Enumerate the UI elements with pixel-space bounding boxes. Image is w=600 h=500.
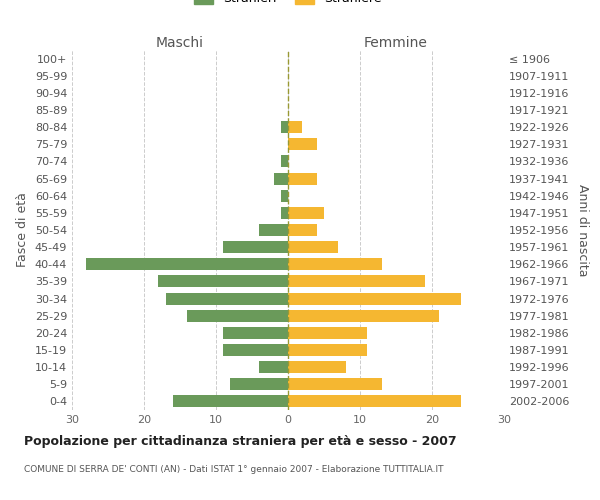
Text: COMUNE DI SERRA DE' CONTI (AN) - Dati ISTAT 1° gennaio 2007 - Elaborazione TUTTI: COMUNE DI SERRA DE' CONTI (AN) - Dati IS… [24,465,443,474]
Bar [173,396,288,407]
Bar [288,172,317,184]
Bar [288,241,338,253]
Text: Femmine: Femmine [364,36,428,50]
Bar [288,327,367,339]
Text: Popolazione per cittadinanza straniera per età e sesso - 2007: Popolazione per cittadinanza straniera p… [24,435,457,448]
Bar [259,361,288,373]
Bar [288,344,367,356]
Bar [223,327,288,339]
Text: Maschi: Maschi [156,36,204,50]
Bar [187,310,288,322]
Bar [288,258,382,270]
Bar [86,258,288,270]
Bar [281,207,288,219]
Bar [223,344,288,356]
Bar [281,121,288,133]
Bar [288,292,461,304]
Y-axis label: Fasce di età: Fasce di età [16,192,29,268]
Bar [288,224,317,236]
Bar [223,241,288,253]
Bar [288,396,461,407]
Bar [288,138,317,150]
Bar [288,121,302,133]
Bar [281,156,288,168]
Bar [288,378,382,390]
Bar [158,276,288,287]
Bar [288,207,324,219]
Bar [230,378,288,390]
Bar [288,310,439,322]
Bar [281,190,288,202]
Bar [166,292,288,304]
Legend: Stranieri, Straniere: Stranieri, Straniere [192,0,384,8]
Y-axis label: Anni di nascita: Anni di nascita [576,184,589,276]
Bar [274,172,288,184]
Bar [288,361,346,373]
Bar [288,276,425,287]
Bar [259,224,288,236]
